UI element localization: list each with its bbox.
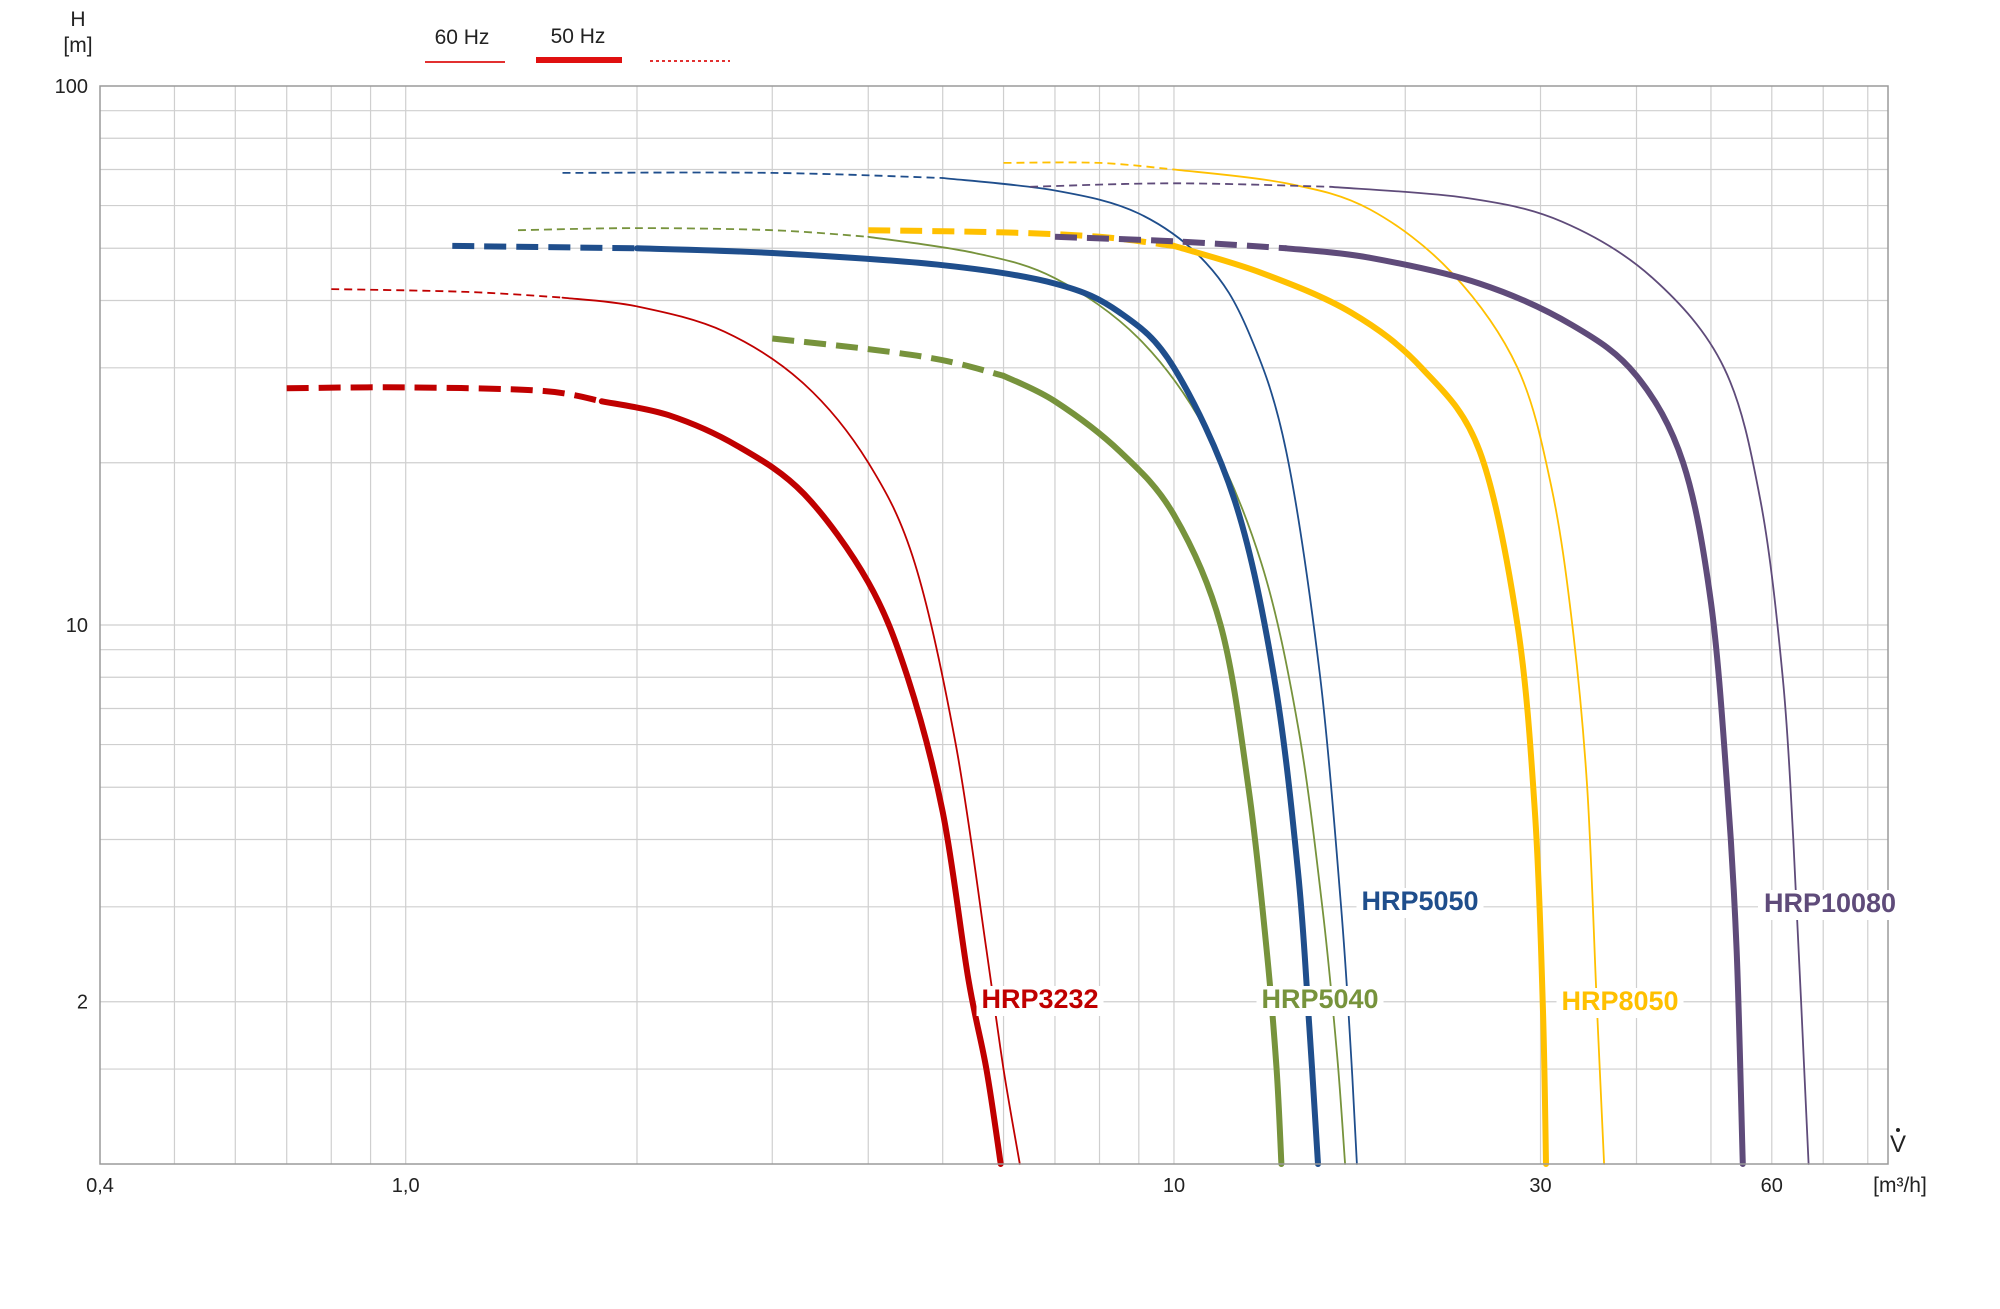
hrp10080-label: HRP10080	[1764, 888, 1896, 918]
y-tick-label: 100	[55, 76, 88, 98]
hrp3232-label-bg	[976, 986, 1104, 1016]
hrp3232-50hz-curve	[598, 398, 1004, 1167]
x-tick-label: 10	[1163, 1175, 1185, 1197]
x-tick-label: 30	[1529, 1175, 1551, 1197]
hrp5040-60hz-curve	[867, 235, 1346, 1165]
hrp5050-60hz-dashed-segment	[562, 171, 943, 179]
y-tick-label: 10	[66, 615, 88, 637]
hrp5050-label: HRP5050	[1361, 886, 1478, 916]
legend-label-50hz: 50 Hz	[551, 25, 606, 48]
hrp5040-label-bg	[1256, 986, 1384, 1016]
x-axis-unit: [m³/h]	[1873, 1174, 1927, 1197]
hrp8050-50hz-curve	[1171, 242, 1549, 1167]
x-tick-label: 0,4	[86, 1175, 114, 1197]
hrp10080-50hz-dashed-segment	[1054, 233, 1287, 252]
plot-frame	[99, 85, 1889, 1165]
x-axis-title: V	[1890, 1131, 1906, 1158]
legend: 60 Hz 50 Hz	[425, 25, 730, 63]
hrp5050-50hz-curve	[634, 245, 1321, 1167]
hrp10080-60hz-dashed-segment	[1030, 182, 1331, 188]
hrp8050-label: HRP8050	[1561, 986, 1678, 1016]
tick-labels: 0,4 1,0 10 30 60 100 10 2	[55, 76, 1783, 1197]
hrp3232-label: HRP3232	[981, 984, 1098, 1014]
hrp10080-60hz-curve	[1329, 185, 1810, 1165]
hrp8050-60hz-curve	[1173, 168, 1605, 1165]
hrp5040-label: HRP5040	[1261, 984, 1378, 1014]
hrp5040-60hz-dashed-segment	[517, 227, 869, 238]
hrp5040-50hz-dashed-segment	[771, 335, 1005, 379]
hrp8050-60hz-dashed-segment	[1003, 161, 1175, 171]
hrp5040-50hz-curve	[1000, 372, 1285, 1167]
legend-label-60hz: 60 Hz	[435, 26, 490, 49]
curves	[286, 161, 1810, 1167]
hrp5050-label-bg	[1356, 888, 1484, 918]
hrp3232-60hz-dashed-segment	[331, 288, 563, 299]
x-axis-title-dot	[1896, 1128, 1900, 1132]
curve-labels: HRP3232 HRP5040 HRP5050 HRP8050 HRP10080	[976, 886, 1902, 1018]
hrp5050-50hz-dashed-segment	[452, 242, 638, 252]
hrp10080-50hz-curve	[1283, 245, 1746, 1167]
hrp5050-60hz-curve	[941, 177, 1358, 1165]
hrp8050-label-bg	[1556, 988, 1684, 1018]
hrp3232-50hz-dashed-segment	[286, 384, 603, 405]
y-axis-unit: [m]	[63, 34, 92, 57]
y-axis-title: H	[70, 8, 85, 31]
x-tick-label: 60	[1761, 1175, 1783, 1197]
x-tick-label: 1,0	[392, 1175, 420, 1197]
y-tick-label: 2	[77, 992, 88, 1014]
hrp10080-label-bg	[1758, 890, 1902, 920]
